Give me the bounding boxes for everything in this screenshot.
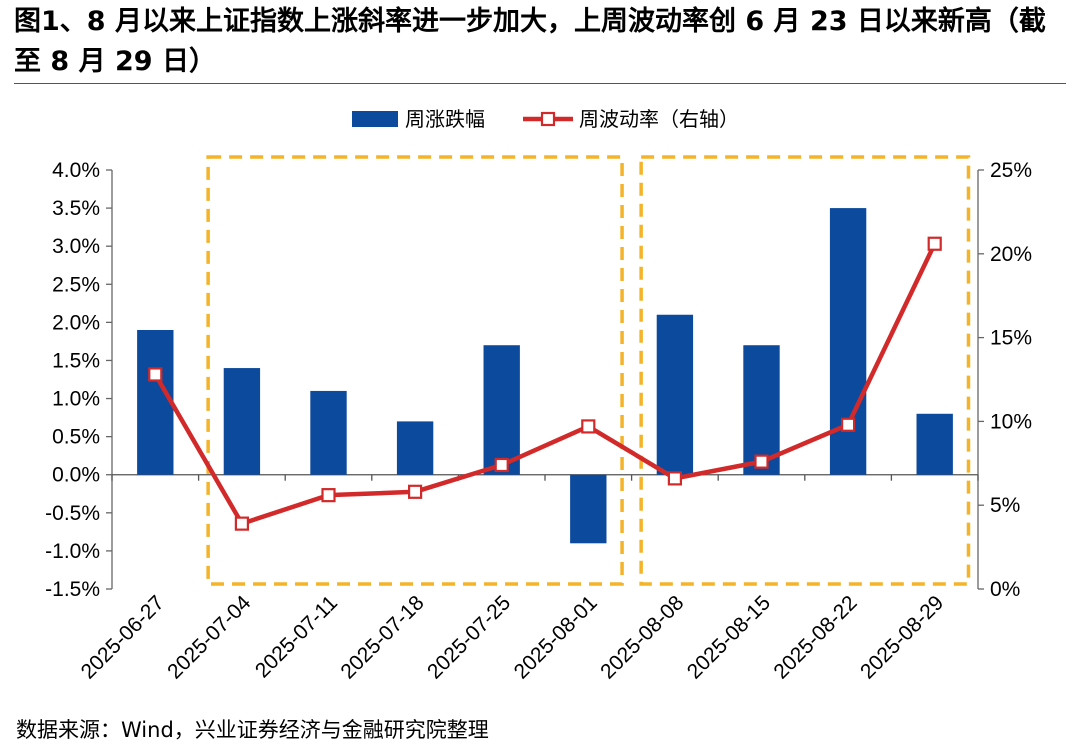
left-tick-label: -1.5% — [45, 578, 100, 601]
x-tick-label: 2025-07-11 — [251, 591, 342, 682]
bar-2025-07-04 — [223, 368, 261, 475]
bar-2025-08-15 — [743, 345, 780, 475]
left-tick-label: 3.0% — [52, 235, 100, 258]
bar-2025-08-08 — [656, 314, 694, 475]
bar-series — [137, 208, 953, 544]
volatility-point-2025-07-04 — [234, 516, 249, 531]
left-tick-label: -1.0% — [45, 540, 100, 563]
bar-2025-07-18 — [396, 421, 434, 475]
right-tick-label: 20% — [990, 243, 1032, 266]
volatility-point-2025-08-22 — [840, 417, 856, 432]
left-tick-label: 1.0% — [52, 388, 100, 411]
x-tick-label: 2025-08-08 — [596, 591, 688, 683]
bar-2025-08-29 — [916, 413, 953, 475]
right-tick-label: 15% — [990, 327, 1032, 350]
bar-2025-08-22 — [829, 208, 867, 475]
x-tick-label: 2025-08-22 — [769, 591, 861, 683]
volatility-point-2025-07-18 — [408, 484, 423, 499]
volatility-point-2025-08-01 — [581, 419, 596, 434]
legend-swatch-marker — [540, 111, 556, 127]
right-tick-label: 5% — [990, 494, 1020, 517]
left-tick-label: 2.0% — [52, 311, 100, 334]
left-tick-label: 0.0% — [52, 464, 100, 487]
right-tick-label: 10% — [990, 410, 1032, 433]
legend-swatch-bars — [352, 111, 398, 127]
left-tick-label: 0.5% — [52, 426, 100, 449]
volatility-point-2025-07-25 — [494, 457, 509, 473]
volatility-line — [153, 242, 937, 526]
source-note: 数据来源：Wind，兴业证券经济与金融研究院整理 — [16, 718, 489, 742]
legend-label-line: 周波动率（右轴） — [579, 107, 739, 131]
title-divider — [14, 83, 1066, 84]
volatility-point-2025-06-27 — [148, 367, 163, 382]
x-tick-label: 2025-08-29 — [856, 591, 948, 683]
legend-label-bars: 周涨跌幅 — [405, 107, 485, 131]
bar-2025-07-25 — [483, 345, 520, 475]
right-tick-label: 25% — [990, 159, 1032, 182]
volatility-point-2025-08-15 — [754, 454, 769, 469]
highlight-box-1 — [206, 155, 624, 586]
left-tick-label: 4.0% — [52, 159, 100, 182]
left-tick-label: -0.5% — [45, 502, 100, 525]
bar-2025-06-27 — [137, 329, 174, 475]
bar-2025-08-01 — [570, 474, 607, 544]
x-tick-label: 2025-08-15 — [683, 591, 775, 683]
bar-2025-07-11 — [310, 390, 347, 475]
left-axis: -1.5% -1.0% -0.5% 0.0% 0.5% 1.0% 1.5% 2.0% 2.5% 3… — [45, 159, 113, 601]
right-axis: 0% 5% 10% 15% 20% 25% — [977, 159, 1032, 601]
volatility-point-2025-08-29 — [927, 236, 942, 251]
line-series — [148, 236, 942, 531]
x-tick-labels: 2025-06-272025-07-042025-07-112025-07-18… — [77, 591, 949, 683]
x-tick-label: 2025-07-04 — [163, 591, 255, 683]
volatility-point-2025-08-08 — [667, 471, 683, 486]
volatility-point-2025-07-11 — [321, 488, 336, 503]
right-tick-label: 0% — [990, 578, 1020, 601]
x-tick-label: 2025-07-18 — [336, 591, 428, 683]
zero-baseline — [111, 474, 979, 481]
x-tick-label: 2025-06-27 — [77, 591, 169, 683]
left-tick-label: 2.5% — [52, 273, 100, 296]
figure-title: 图1、8 月以来上证指数上涨斜率进一步加大，上周波动率创 6 月 23 日以来新… — [14, 6, 1046, 77]
left-tick-label: 1.5% — [52, 349, 100, 372]
x-tick-label: 2025-07-25 — [423, 591, 515, 683]
left-tick-label: 3.5% — [52, 197, 100, 220]
legend: 周涨跌幅 周波动率（右轴） — [352, 107, 739, 131]
x-tick-label: 2025-08-01 — [510, 591, 602, 683]
